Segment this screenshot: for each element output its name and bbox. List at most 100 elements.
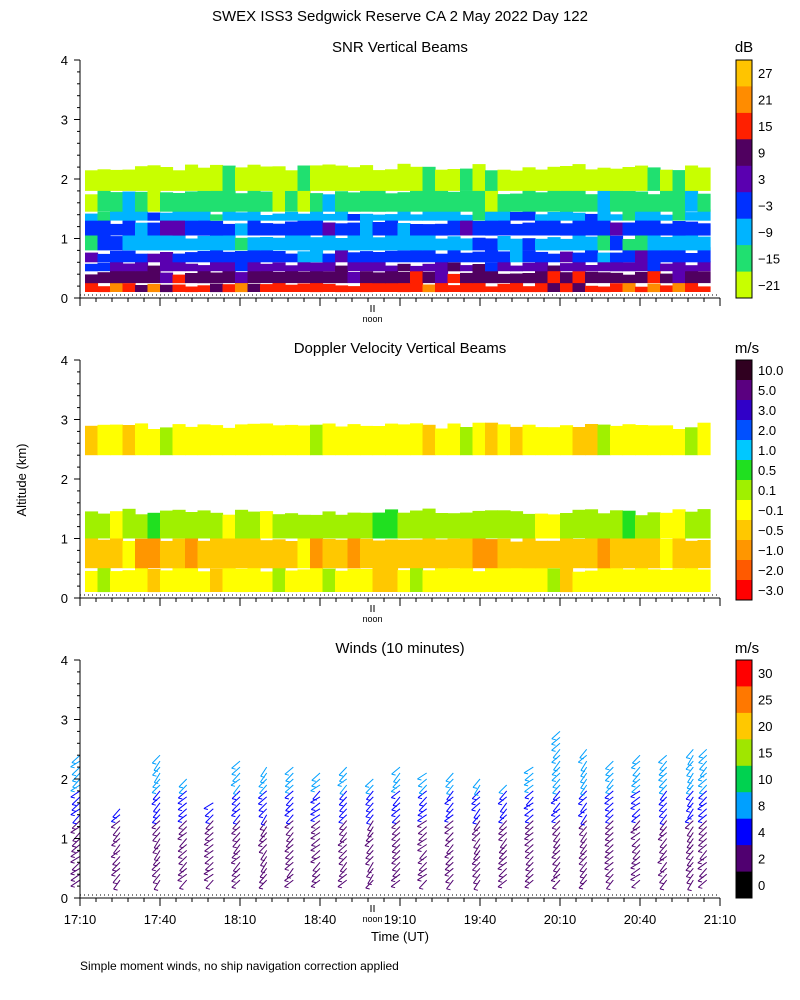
wind-barb <box>260 814 268 825</box>
wind-barb <box>659 850 668 860</box>
wind-barb-flag <box>552 786 557 789</box>
heatmap-cell <box>135 567 149 592</box>
heatmap-cell <box>272 237 286 251</box>
heatmap-cell <box>572 571 586 592</box>
heatmap-cell <box>560 513 574 539</box>
wind-barb <box>392 778 401 788</box>
wind-barb-flag <box>231 815 236 818</box>
heatmap-cell <box>97 253 111 263</box>
heatmap-cell <box>410 214 424 221</box>
wind-barb <box>580 814 588 825</box>
wind-barb-flag <box>498 880 503 883</box>
wind-barb-flag <box>286 876 292 879</box>
heatmap-cell <box>172 208 186 221</box>
heatmap-cell <box>510 193 524 212</box>
wind-barb-flag <box>417 820 422 823</box>
heatmap-cell <box>210 214 224 221</box>
wind-barb <box>446 879 454 890</box>
wind-barb-flag <box>605 815 610 818</box>
wind-barb <box>471 796 481 805</box>
wind-barb <box>686 873 694 884</box>
heatmap-cell <box>672 259 686 272</box>
wind-barb <box>203 802 214 809</box>
wind-barb-flag <box>339 840 345 843</box>
wind-barb <box>606 778 614 789</box>
wind-barb <box>391 814 401 823</box>
heatmap-cell <box>510 282 524 293</box>
heatmap-cell <box>335 191 349 212</box>
wind-barb <box>524 790 534 799</box>
wind-barb <box>579 861 588 872</box>
heatmap-cell <box>322 283 336 292</box>
wind-barb-flag <box>284 797 290 800</box>
heatmap-cell <box>122 191 136 212</box>
wind-barb-flag <box>553 799 558 801</box>
wind-barb-flag <box>630 796 635 799</box>
wind-barb <box>579 748 588 759</box>
heatmap-cell <box>272 539 286 569</box>
wind-barb <box>310 814 321 821</box>
wind-barb-flag <box>445 786 450 789</box>
heatmap-cell <box>435 238 449 251</box>
heatmap-cell <box>435 190 449 212</box>
heatmap-cell <box>535 169 549 191</box>
wind-barb-flag <box>392 822 397 824</box>
heatmap-cell <box>247 270 261 284</box>
heatmap-cell <box>185 273 199 284</box>
heatmap-cell <box>672 170 686 191</box>
wind-barb <box>153 760 161 771</box>
wind-barb <box>72 832 81 842</box>
heatmap-cell <box>172 274 186 284</box>
colorbar-swatch <box>736 540 752 561</box>
y-tick-label: 0 <box>61 591 68 606</box>
heatmap-cell <box>272 566 286 592</box>
wind-barb-flag <box>70 856 75 858</box>
wind-barb <box>418 879 428 889</box>
wind-barb-flag <box>524 844 529 847</box>
wind-barb <box>72 778 81 788</box>
heatmap-cell <box>672 189 686 212</box>
wind-barb <box>153 772 161 783</box>
heatmap-cell <box>310 567 324 592</box>
heatmap-cell <box>622 510 636 539</box>
wind-barb <box>630 861 641 869</box>
wind-barb-flag <box>285 780 290 783</box>
heatmap-cell <box>497 273 511 284</box>
colorbar-label: 0 <box>758 878 765 893</box>
wind-barb-flag <box>445 881 450 884</box>
heatmap-cell <box>210 283 224 293</box>
heatmap-cell <box>547 568 561 592</box>
heatmap-cell <box>260 511 274 539</box>
wind-barb-flag <box>631 803 636 805</box>
heatmap-cell <box>560 263 574 272</box>
heatmap-cell <box>597 211 611 221</box>
heatmap-cell <box>560 565 574 593</box>
wind-barb <box>153 850 161 861</box>
wind-barb-flag <box>284 880 289 883</box>
wind-barb-flag <box>524 838 529 841</box>
heatmap-cell <box>197 270 211 284</box>
wind-barb-flag <box>339 834 344 837</box>
wind-barb <box>177 814 188 822</box>
heatmap-cell <box>235 237 249 251</box>
heatmap-cell <box>222 268 236 284</box>
wind-barb <box>231 879 241 888</box>
wind-barb-flag <box>630 879 635 882</box>
wind-barb-flag <box>418 869 424 872</box>
wind-barb <box>698 808 708 817</box>
wind-barb <box>417 826 428 834</box>
wind-barb-flag <box>71 851 76 853</box>
wind-barb <box>285 772 294 782</box>
wind-barb-flag <box>606 787 611 790</box>
wind-barb-flag <box>203 879 209 882</box>
wind-barb <box>230 856 241 864</box>
heatmap-cell <box>447 513 461 539</box>
wind-barb-flag <box>310 790 315 793</box>
wind-barb-flag <box>579 846 585 849</box>
heatmap-cell <box>460 272 474 284</box>
wind-barb-flag <box>417 862 423 865</box>
heatmap-cell <box>297 190 311 212</box>
heatmap-cell <box>297 569 311 592</box>
wind-barb <box>551 820 561 829</box>
wind-barb <box>417 820 427 827</box>
